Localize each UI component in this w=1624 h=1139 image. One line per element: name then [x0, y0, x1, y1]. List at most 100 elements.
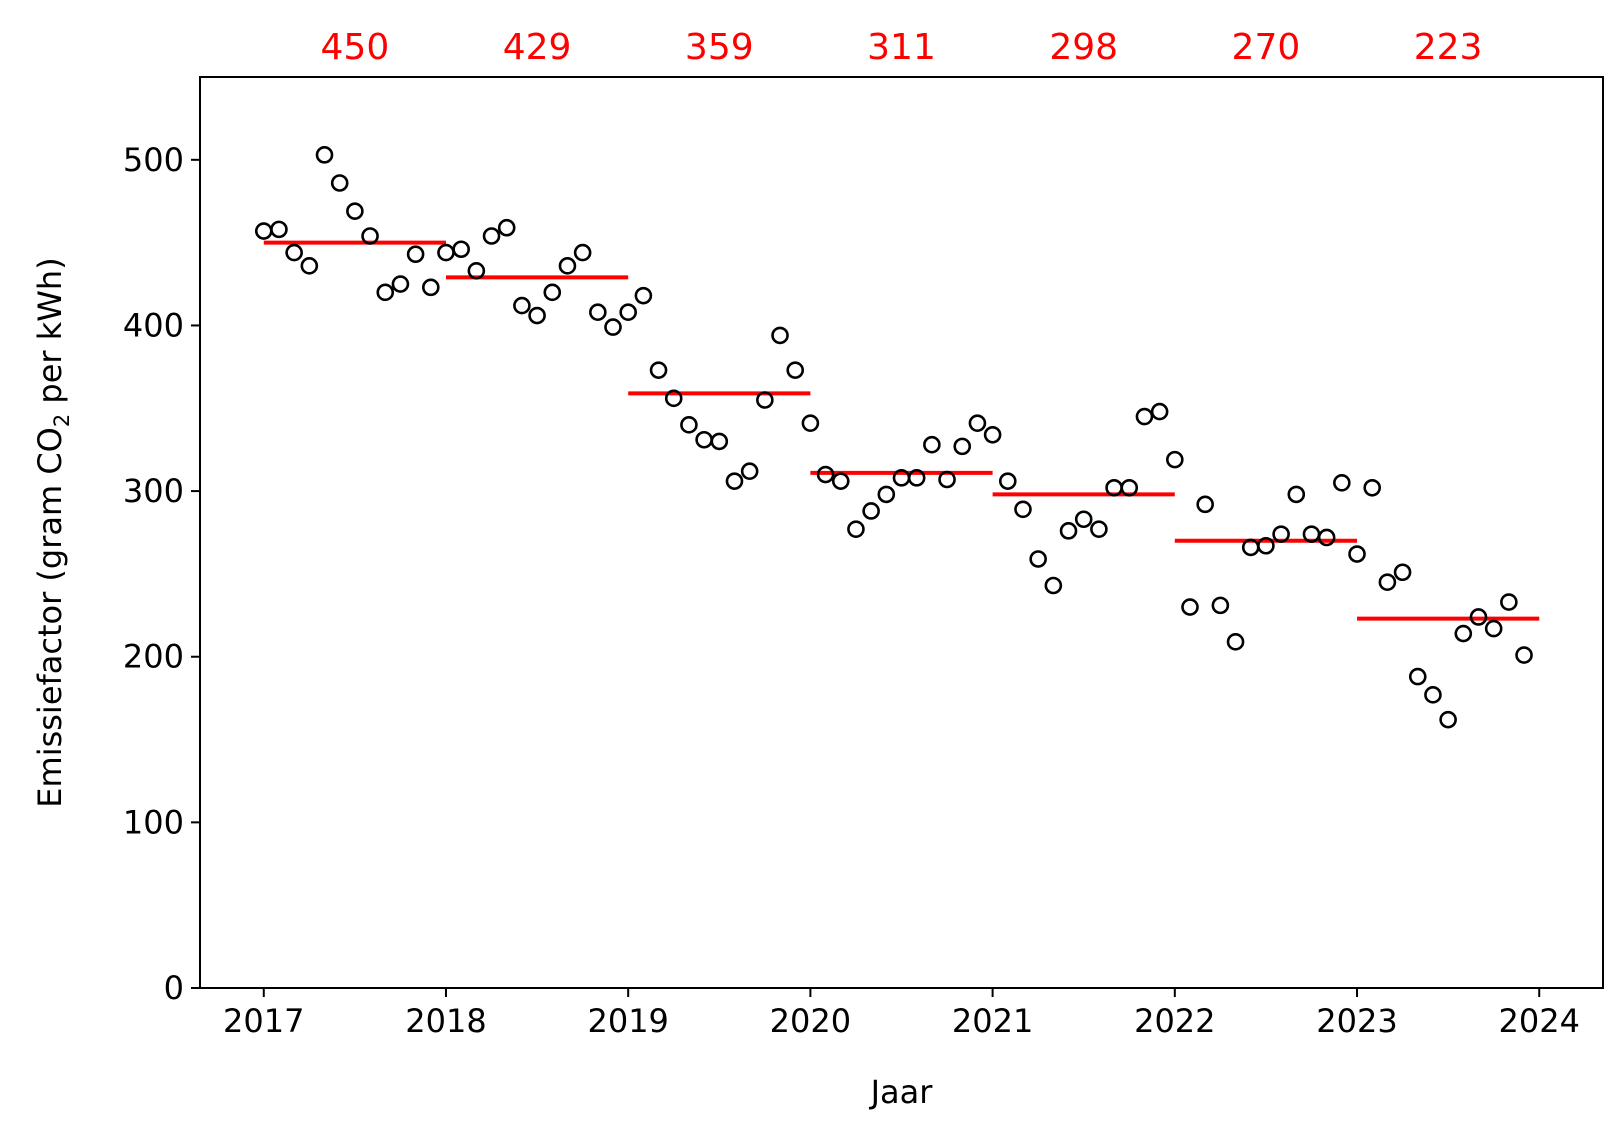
monthly-point — [1196, 495, 1214, 514]
monthly-point — [756, 391, 774, 409]
monthly-point — [1120, 478, 1139, 497]
monthly-point — [315, 146, 334, 164]
monthly-point — [771, 326, 789, 345]
x-tick-label: 2023 — [1316, 1002, 1397, 1040]
monthly-point — [998, 472, 1017, 490]
monthly-point — [558, 257, 577, 275]
monthly-point — [801, 414, 820, 432]
monthly-point — [1150, 402, 1169, 421]
monthly-point — [300, 257, 319, 275]
monthly-point — [1226, 633, 1245, 651]
monthly-point — [346, 202, 364, 220]
y-tick-label: 100 — [123, 803, 184, 841]
monthly-point — [497, 218, 516, 237]
monthly-point — [1408, 667, 1427, 686]
monthly-point — [710, 432, 729, 451]
monthly-point — [467, 261, 486, 280]
annual-mean-labels: 450 429 359 311 298 270 223 — [321, 27, 1483, 68]
x-tick-label: 2018 — [405, 1002, 486, 1040]
monthly-point — [1424, 686, 1442, 704]
annual-mean-label: 429 — [503, 27, 572, 68]
monthly-point — [482, 227, 501, 245]
y-axis-title-prefix: Emissiefactor (gram CO — [31, 427, 69, 808]
x-tick-label: 2019 — [587, 1002, 668, 1040]
monthly-point — [1044, 576, 1063, 595]
monthly-point — [725, 472, 744, 490]
y-tick-label: 500 — [123, 141, 184, 179]
monthly-point — [589, 303, 607, 322]
monthly-point — [330, 174, 349, 192]
monthly-point — [285, 243, 303, 262]
annual-mean-label: 223 — [1414, 27, 1483, 68]
monthly-point — [421, 278, 440, 297]
monthly-points — [254, 146, 1533, 729]
monthly-point — [877, 485, 896, 504]
monthly-point — [1439, 710, 1457, 729]
monthly-point — [831, 472, 850, 490]
monthly-point — [376, 283, 395, 302]
monthly-point — [1287, 485, 1306, 504]
monthly-point — [649, 361, 668, 379]
monthly-point — [983, 425, 1002, 444]
monthly-point — [1257, 536, 1275, 555]
monthly-point — [786, 361, 805, 379]
monthly-point — [1074, 510, 1093, 529]
y-axis: 0 100 200 300 400 500 — [123, 141, 200, 1007]
y-tick-label: 200 — [123, 638, 184, 676]
monthly-point — [270, 220, 288, 239]
y-tick-label: 0 — [164, 969, 184, 1007]
monthly-point — [1317, 528, 1336, 547]
monthly-point — [634, 286, 653, 305]
monthly-point — [1348, 545, 1366, 563]
annual-mean-label: 359 — [685, 27, 754, 68]
monthly-point — [528, 306, 546, 325]
monthly-point — [1454, 624, 1473, 643]
monthly-point — [680, 416, 698, 434]
monthly-point — [1059, 522, 1078, 540]
monthly-point — [619, 303, 637, 322]
monthly-point — [664, 389, 683, 408]
x-tick-label: 2021 — [952, 1002, 1033, 1040]
x-tick-label: 2017 — [223, 1002, 304, 1040]
annual-mean-label: 298 — [1049, 27, 1118, 68]
y-axis-title: Emissiefactor (gram CO2 per kWh) — [31, 257, 74, 807]
monthly-point — [1515, 646, 1533, 664]
monthly-point — [543, 283, 562, 302]
monthly-point — [1363, 478, 1382, 497]
annual-mean-label: 270 — [1232, 27, 1301, 68]
monthly-point — [452, 240, 470, 259]
annual-mean-label: 450 — [321, 27, 390, 68]
monthly-point — [1469, 608, 1488, 626]
monthly-point — [1029, 550, 1047, 568]
x-tick-label: 2022 — [1134, 1002, 1215, 1040]
monthly-point — [406, 245, 425, 264]
monthly-point — [1378, 573, 1397, 591]
y-tick-label: 400 — [123, 306, 184, 344]
monthly-point — [816, 465, 835, 484]
monthly-point — [1090, 520, 1108, 538]
monthly-point — [604, 318, 622, 336]
annual-mean-label: 311 — [867, 27, 936, 68]
monthly-point — [1166, 450, 1184, 469]
monthly-point — [573, 243, 592, 262]
monthly-point — [1272, 525, 1290, 543]
monthly-point — [1393, 563, 1412, 582]
monthly-point — [1500, 593, 1518, 611]
monthly-point — [740, 462, 759, 481]
monthly-point — [391, 275, 410, 293]
monthly-point — [1333, 474, 1351, 492]
monthly-point — [1014, 500, 1032, 519]
x-tick-label: 2024 — [1499, 1002, 1580, 1040]
y-tick-label: 300 — [123, 472, 184, 510]
monthly-point — [938, 470, 956, 489]
monthly-point — [862, 502, 880, 520]
monthly-point — [1484, 619, 1503, 638]
monthly-point — [847, 520, 865, 538]
x-axis-title: Jaar — [869, 1073, 934, 1111]
monthly-point — [1211, 596, 1230, 615]
monthly-point — [968, 414, 987, 432]
monthly-point — [907, 469, 926, 487]
y-axis-title-subscript: 2 — [50, 414, 74, 427]
